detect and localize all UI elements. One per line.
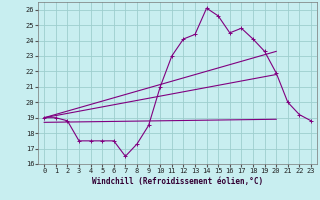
X-axis label: Windchill (Refroidissement éolien,°C): Windchill (Refroidissement éolien,°C) [92, 177, 263, 186]
